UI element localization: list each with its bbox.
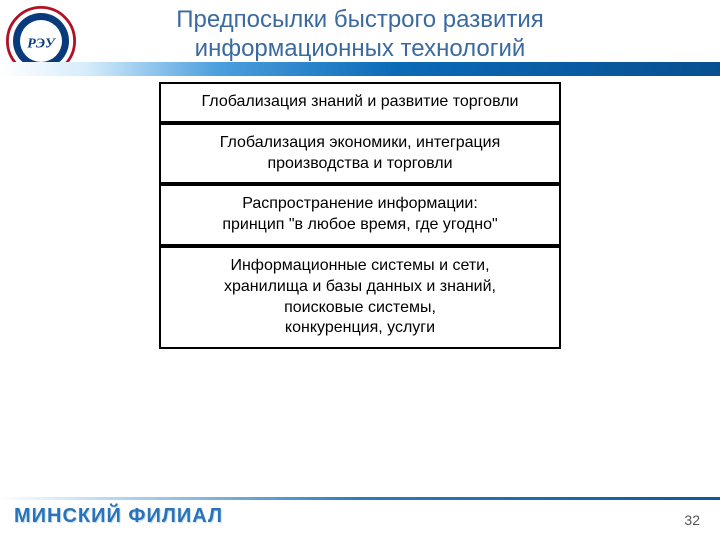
page-number: 32 [684,512,700,528]
footer-gradient-line [0,497,720,500]
node-text: Информационные системы и сети, [230,257,489,274]
flow-node-3: Распространение информации: принцип "в л… [159,184,561,246]
title-line-1: Предпосылки быстрого развития [0,6,720,35]
node-text: хранилища и базы данных и знаний, [224,278,496,295]
flow-node-1: Глобализация знаний и развитие торговли [159,82,561,123]
flowchart: Глобализация знаний и развитие торговли … [0,82,720,349]
node-text: принцип "в любое время, где угодно" [222,216,497,233]
header-gradient-bar [0,62,720,76]
title-line-2: информационных технологий [0,35,720,64]
node-text: Глобализация экономики, интеграция [220,134,501,151]
footer-branch-label: МИНСКИЙ ФИЛИАЛ [14,505,223,528]
node-text: конкуренция, услуги [285,319,435,336]
flow-node-4: Информационные системы и сети, хранилища… [159,246,561,349]
flow-node-2: Глобализация экономики, интеграция произ… [159,123,561,185]
node-text: поисковые системы, [284,299,436,316]
slide-title: Предпосылки быстрого развития информацио… [0,6,720,64]
node-text: производства и торговли [267,155,452,172]
node-text: Распространение информации: [242,195,478,212]
node-text: Глобализация знаний и развитие торговли [202,93,519,110]
